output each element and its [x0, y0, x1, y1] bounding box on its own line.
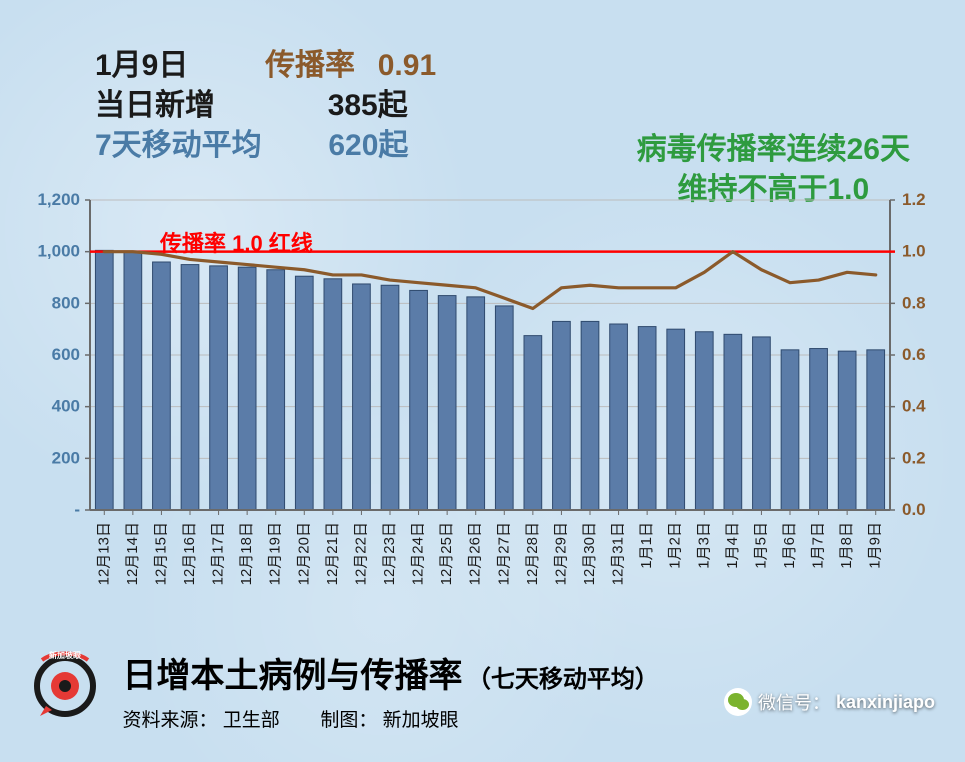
svg-text:0.0: 0.0 [902, 500, 926, 519]
svg-text:0.2: 0.2 [902, 448, 926, 467]
svg-text:1月1日: 1月1日 [638, 522, 655, 569]
rate-value: 0.91 [378, 49, 436, 82]
source-value: 卫生部 [223, 710, 280, 731]
green-line1: 病毒传播率连续26天 [637, 130, 910, 170]
wechat-icon [724, 688, 752, 716]
svg-text:1月6日: 1月6日 [781, 522, 798, 569]
svg-text:0.6: 0.6 [902, 345, 926, 364]
wechat-id: kanxinjiapo [836, 692, 935, 713]
svg-text:12月14日: 12月14日 [124, 522, 141, 585]
maker-value: 新加坡眼 [383, 710, 459, 731]
svg-text:12月23日: 12月23日 [381, 522, 398, 585]
source-label: 资料来源： [122, 710, 217, 731]
svg-text:12月22日: 12月22日 [352, 522, 369, 585]
chart-container: - 200 400 600 800 1,000 1,200 0.0 0.2 0.4 0.6 0.8 1.… [20, 190, 940, 610]
svg-text:-: - [74, 500, 80, 519]
logo-icon: 新加坡眼 [30, 648, 100, 718]
svg-text:12月21日: 12月21日 [324, 522, 341, 585]
svg-text:12月19日: 12月19日 [267, 522, 284, 585]
svg-text:1月5日: 1月5日 [752, 522, 769, 569]
content-root: 1月9日 传播率 0.91 当日新增 385起 7天移动平均 620起 病毒传播… [0, 0, 965, 762]
svg-text:600: 600 [52, 345, 80, 364]
wechat-label: 微信号： [758, 689, 830, 715]
avg-value: 620起 [328, 129, 408, 162]
svg-text:1,200: 1,200 [37, 190, 80, 209]
svg-text:1月2日: 1月2日 [667, 522, 684, 569]
svg-text:12月26日: 12月26日 [467, 522, 484, 585]
svg-text:12月20日: 12月20日 [295, 522, 312, 585]
avg-label: 7天移动平均 [95, 129, 262, 162]
svg-text:12月28日: 12月28日 [524, 522, 541, 585]
wechat-watermark: 微信号： kanxinjiapo [724, 688, 935, 716]
svg-text:12月16日: 12月16日 [181, 522, 198, 585]
svg-text:12月18日: 12月18日 [238, 522, 255, 585]
svg-text:新加坡眼: 新加坡眼 [49, 650, 81, 660]
svg-text:12月17日: 12月17日 [210, 522, 227, 585]
svg-text:400: 400 [52, 397, 80, 416]
svg-text:1月8日: 1月8日 [838, 522, 855, 569]
rate-label: 传播率 [265, 49, 355, 82]
svg-text:1.0: 1.0 [902, 242, 926, 261]
svg-text:200: 200 [52, 448, 80, 467]
header-stats: 1月9日 传播率 0.91 当日新增 385起 7天移动平均 620起 [95, 46, 436, 166]
svg-text:1月7日: 1月7日 [810, 522, 827, 569]
svg-text:12月27日: 12月27日 [495, 522, 512, 585]
svg-text:12月24日: 12月24日 [410, 522, 427, 585]
svg-text:1.2: 1.2 [902, 190, 926, 209]
svg-text:800: 800 [52, 293, 80, 312]
svg-text:12月15日: 12月15日 [152, 522, 169, 585]
red-line-label: 传播率 1.0 红线 [160, 226, 313, 258]
svg-text:1月9日: 1月9日 [867, 522, 884, 569]
svg-text:0.4: 0.4 [902, 397, 926, 416]
svg-text:12月31日: 12月31日 [610, 522, 627, 585]
daily-value: 385起 [328, 89, 408, 122]
maker-label: 制图： [320, 710, 377, 731]
date-label: 1月9日 [95, 49, 188, 82]
svg-text:1,000: 1,000 [37, 242, 80, 261]
svg-text:12月13日: 12月13日 [95, 522, 112, 585]
chart-subtitle: （七天移动平均） [467, 666, 659, 693]
chart-title: 日增本土病例与传播率 [122, 657, 462, 695]
svg-text:12月29日: 12月29日 [552, 522, 569, 585]
combo-chart: - 200 400 600 800 1,000 1,200 0.0 0.2 0.4 0.6 0.8 1.… [20, 190, 940, 610]
svg-text:12月25日: 12月25日 [438, 522, 455, 585]
daily-label: 当日新增 [95, 89, 215, 122]
svg-text:0.8: 0.8 [902, 293, 926, 312]
svg-text:12月30日: 12月30日 [581, 522, 598, 585]
svg-text:1月3日: 1月3日 [695, 522, 712, 569]
footer-text: 日增本土病例与传播率 （七天移动平均） 资料来源： 卫生部 制图： 新加坡眼 [122, 648, 658, 732]
svg-text:1月4日: 1月4日 [724, 522, 741, 569]
